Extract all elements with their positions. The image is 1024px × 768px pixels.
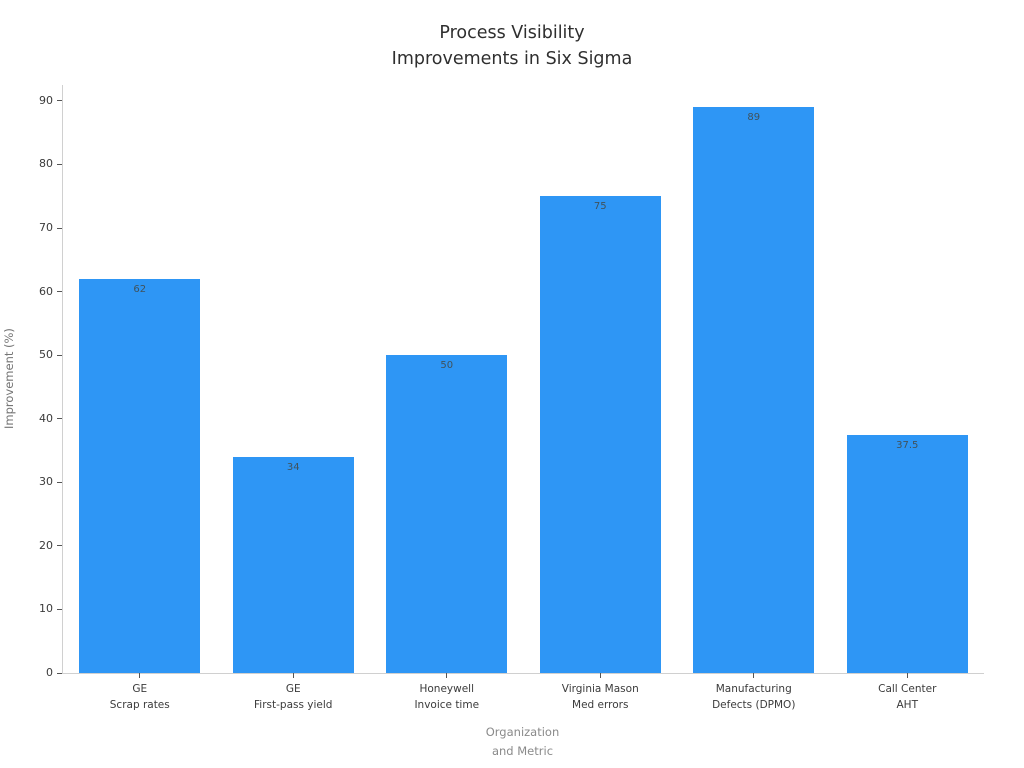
x-tick-label: Manufacturing Defects (DPMO) bbox=[677, 682, 831, 713]
x-tick-mark bbox=[292, 673, 294, 678]
bar bbox=[79, 278, 201, 673]
y-tick-mark bbox=[57, 418, 62, 420]
y-tick-label: 10 bbox=[39, 602, 53, 616]
bar bbox=[846, 434, 968, 673]
y-tick-label: 60 bbox=[39, 284, 53, 298]
y-tick-label: 0 bbox=[46, 666, 53, 679]
x-tick-label: Call Center AHT bbox=[831, 682, 985, 713]
x-tick-label: GE Scrap rates bbox=[63, 682, 217, 713]
chart-title-line-1: Process Visibility bbox=[439, 23, 585, 43]
x-tick-label-line-1: GE bbox=[132, 683, 148, 695]
chart-title: Process Visibility Improvements in Six S… bbox=[0, 20, 1024, 72]
plot-area: 0 10 20 30 40 50 60 70 80 90 62 GE Scrap rates 34 GE Fi… bbox=[39, 85, 984, 711]
bar-value-label: 37.5 bbox=[896, 439, 919, 451]
x-tick-label-line-2: Invoice time bbox=[414, 698, 480, 711]
y-tick-mark bbox=[57, 163, 62, 165]
y-tick-mark bbox=[57, 354, 62, 356]
y-tick-label: 40 bbox=[39, 411, 53, 425]
y-axis-title: Improvement (%) bbox=[2, 328, 16, 430]
bar-value-label: 62 bbox=[133, 283, 147, 295]
y-tick-mark bbox=[57, 291, 62, 293]
y-tick-mark bbox=[57, 545, 62, 547]
bar bbox=[539, 196, 661, 673]
x-tick-label-line-2: AHT bbox=[896, 698, 919, 711]
x-axis-title-line-2: and Metric bbox=[491, 744, 554, 758]
bar bbox=[232, 456, 354, 673]
y-tick-label: 90 bbox=[39, 93, 53, 107]
bar-value-label: 50 bbox=[440, 360, 454, 372]
x-tick-label-line-1: Honeywell bbox=[419, 683, 475, 695]
y-tick-mark bbox=[57, 481, 62, 483]
x-tick-label: GE First-pass yield bbox=[217, 682, 371, 713]
y-tick-label: 20 bbox=[39, 538, 53, 552]
y-tick-mark bbox=[57, 608, 62, 610]
y-tick-label: 70 bbox=[39, 221, 53, 235]
y-tick-label: 80 bbox=[39, 157, 53, 171]
x-tick-mark bbox=[599, 673, 601, 678]
x-tick-label-line-2: Med errors bbox=[572, 698, 629, 711]
x-tick-mark bbox=[139, 673, 141, 678]
x-axis-title: Organization and Metric bbox=[62, 723, 983, 761]
x-tick-label-line-1: GE bbox=[285, 683, 301, 695]
x-tick-label-line-2: Scrap rates bbox=[109, 698, 170, 711]
x-tick-label: Virginia Mason Med errors bbox=[524, 682, 678, 713]
bar bbox=[386, 355, 508, 673]
x-tick-label-line-1: Virginia Mason bbox=[561, 683, 639, 695]
y-tick-label: 30 bbox=[39, 475, 53, 489]
x-tick-mark bbox=[753, 673, 755, 678]
x-tick-mark bbox=[906, 673, 908, 678]
bar bbox=[693, 107, 815, 673]
chart-title-line-2: Improvements in Six Sigma bbox=[391, 49, 633, 69]
y-tick-mark bbox=[57, 100, 62, 102]
x-tick-label-line-1: Call Center bbox=[878, 683, 937, 695]
x-tick-label-line-2: Defects (DPMO) bbox=[712, 698, 796, 711]
y-tick-label: 50 bbox=[39, 348, 53, 362]
y-tick-mark bbox=[57, 672, 62, 674]
y-tick-mark bbox=[57, 227, 62, 229]
x-tick-mark bbox=[446, 673, 448, 678]
x-axis-title-line-1: Organization bbox=[485, 725, 560, 739]
x-tick-label: Honeywell Invoice time bbox=[370, 682, 524, 713]
bar-value-label: 89 bbox=[747, 112, 761, 124]
x-tick-label-line-1: Manufacturing bbox=[715, 683, 792, 695]
bar-value-label: 34 bbox=[286, 461, 300, 473]
bar-value-label: 75 bbox=[593, 201, 607, 213]
x-tick-label-line-2: First-pass yield bbox=[254, 698, 333, 711]
